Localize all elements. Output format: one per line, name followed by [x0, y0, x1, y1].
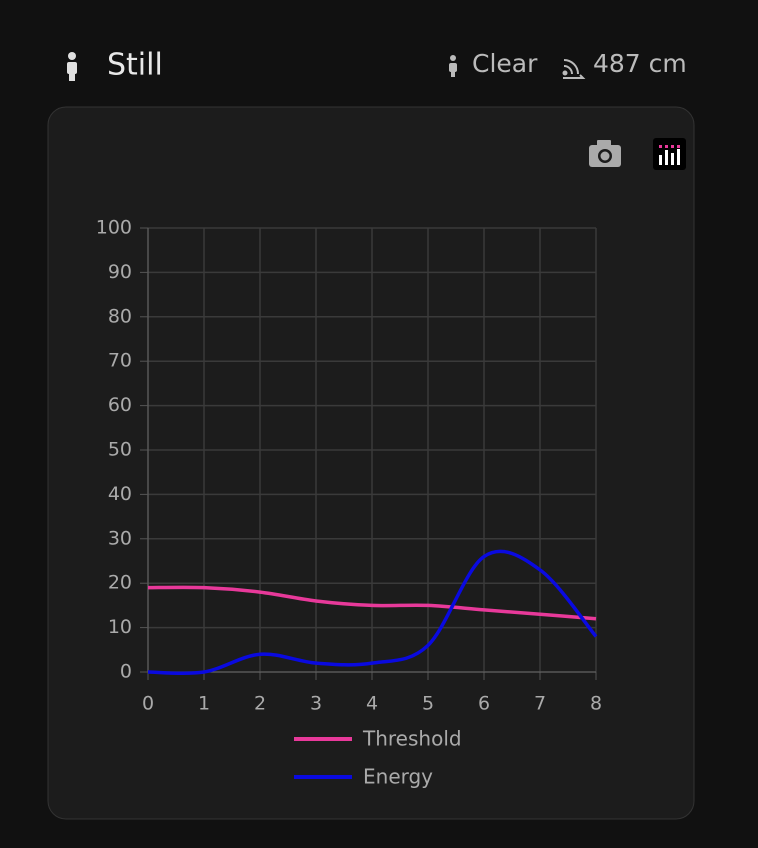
y-tick-label: 50: [108, 439, 132, 461]
y-tick-label: 100: [96, 217, 132, 239]
x-tick-label: 1: [198, 693, 210, 715]
y-tick-label: 70: [108, 350, 132, 372]
x-tick-label: 6: [478, 693, 490, 715]
plot: 0 10 20 30 40 50 60 70 80 90 100 0 1 2 3 4 5 6 7 8 Threshold…: [96, 217, 602, 789]
y-tick-label: 0: [120, 661, 132, 683]
y-tick-label: 80: [108, 305, 132, 327]
y-tick-label: 90: [108, 261, 132, 283]
chart-button[interactable]: [653, 138, 686, 170]
x-tick-label: 4: [366, 693, 378, 715]
line: [147, 549, 598, 676]
status: Still: [107, 48, 163, 83]
y-tick-label: 60: [108, 394, 132, 416]
distance: 487 cm: [593, 49, 687, 78]
presence-icon: [449, 55, 457, 77]
y-tick-label: 30: [108, 527, 132, 549]
camera-button[interactable]: [589, 140, 621, 167]
y-tick-label: 40: [108, 483, 132, 505]
legend-label: Energy: [363, 765, 433, 789]
y-tick-label: 10: [108, 616, 132, 638]
presence: Clear: [472, 49, 538, 78]
card: [47, 106, 695, 820]
x-tick-label: 5: [422, 693, 434, 715]
x-tick-label: 0: [142, 693, 154, 715]
distance-icon: [562, 59, 586, 79]
y-tick-label: 20: [108, 572, 132, 594]
x-tick-label: 2: [254, 693, 266, 715]
x-tick-label: 8: [590, 693, 602, 715]
line: [147, 585, 597, 621]
legend-label: Threshold: [362, 727, 462, 751]
person-icon: [67, 52, 77, 81]
x-tick-label: 3: [310, 693, 322, 715]
x-tick-label: 7: [534, 693, 546, 715]
